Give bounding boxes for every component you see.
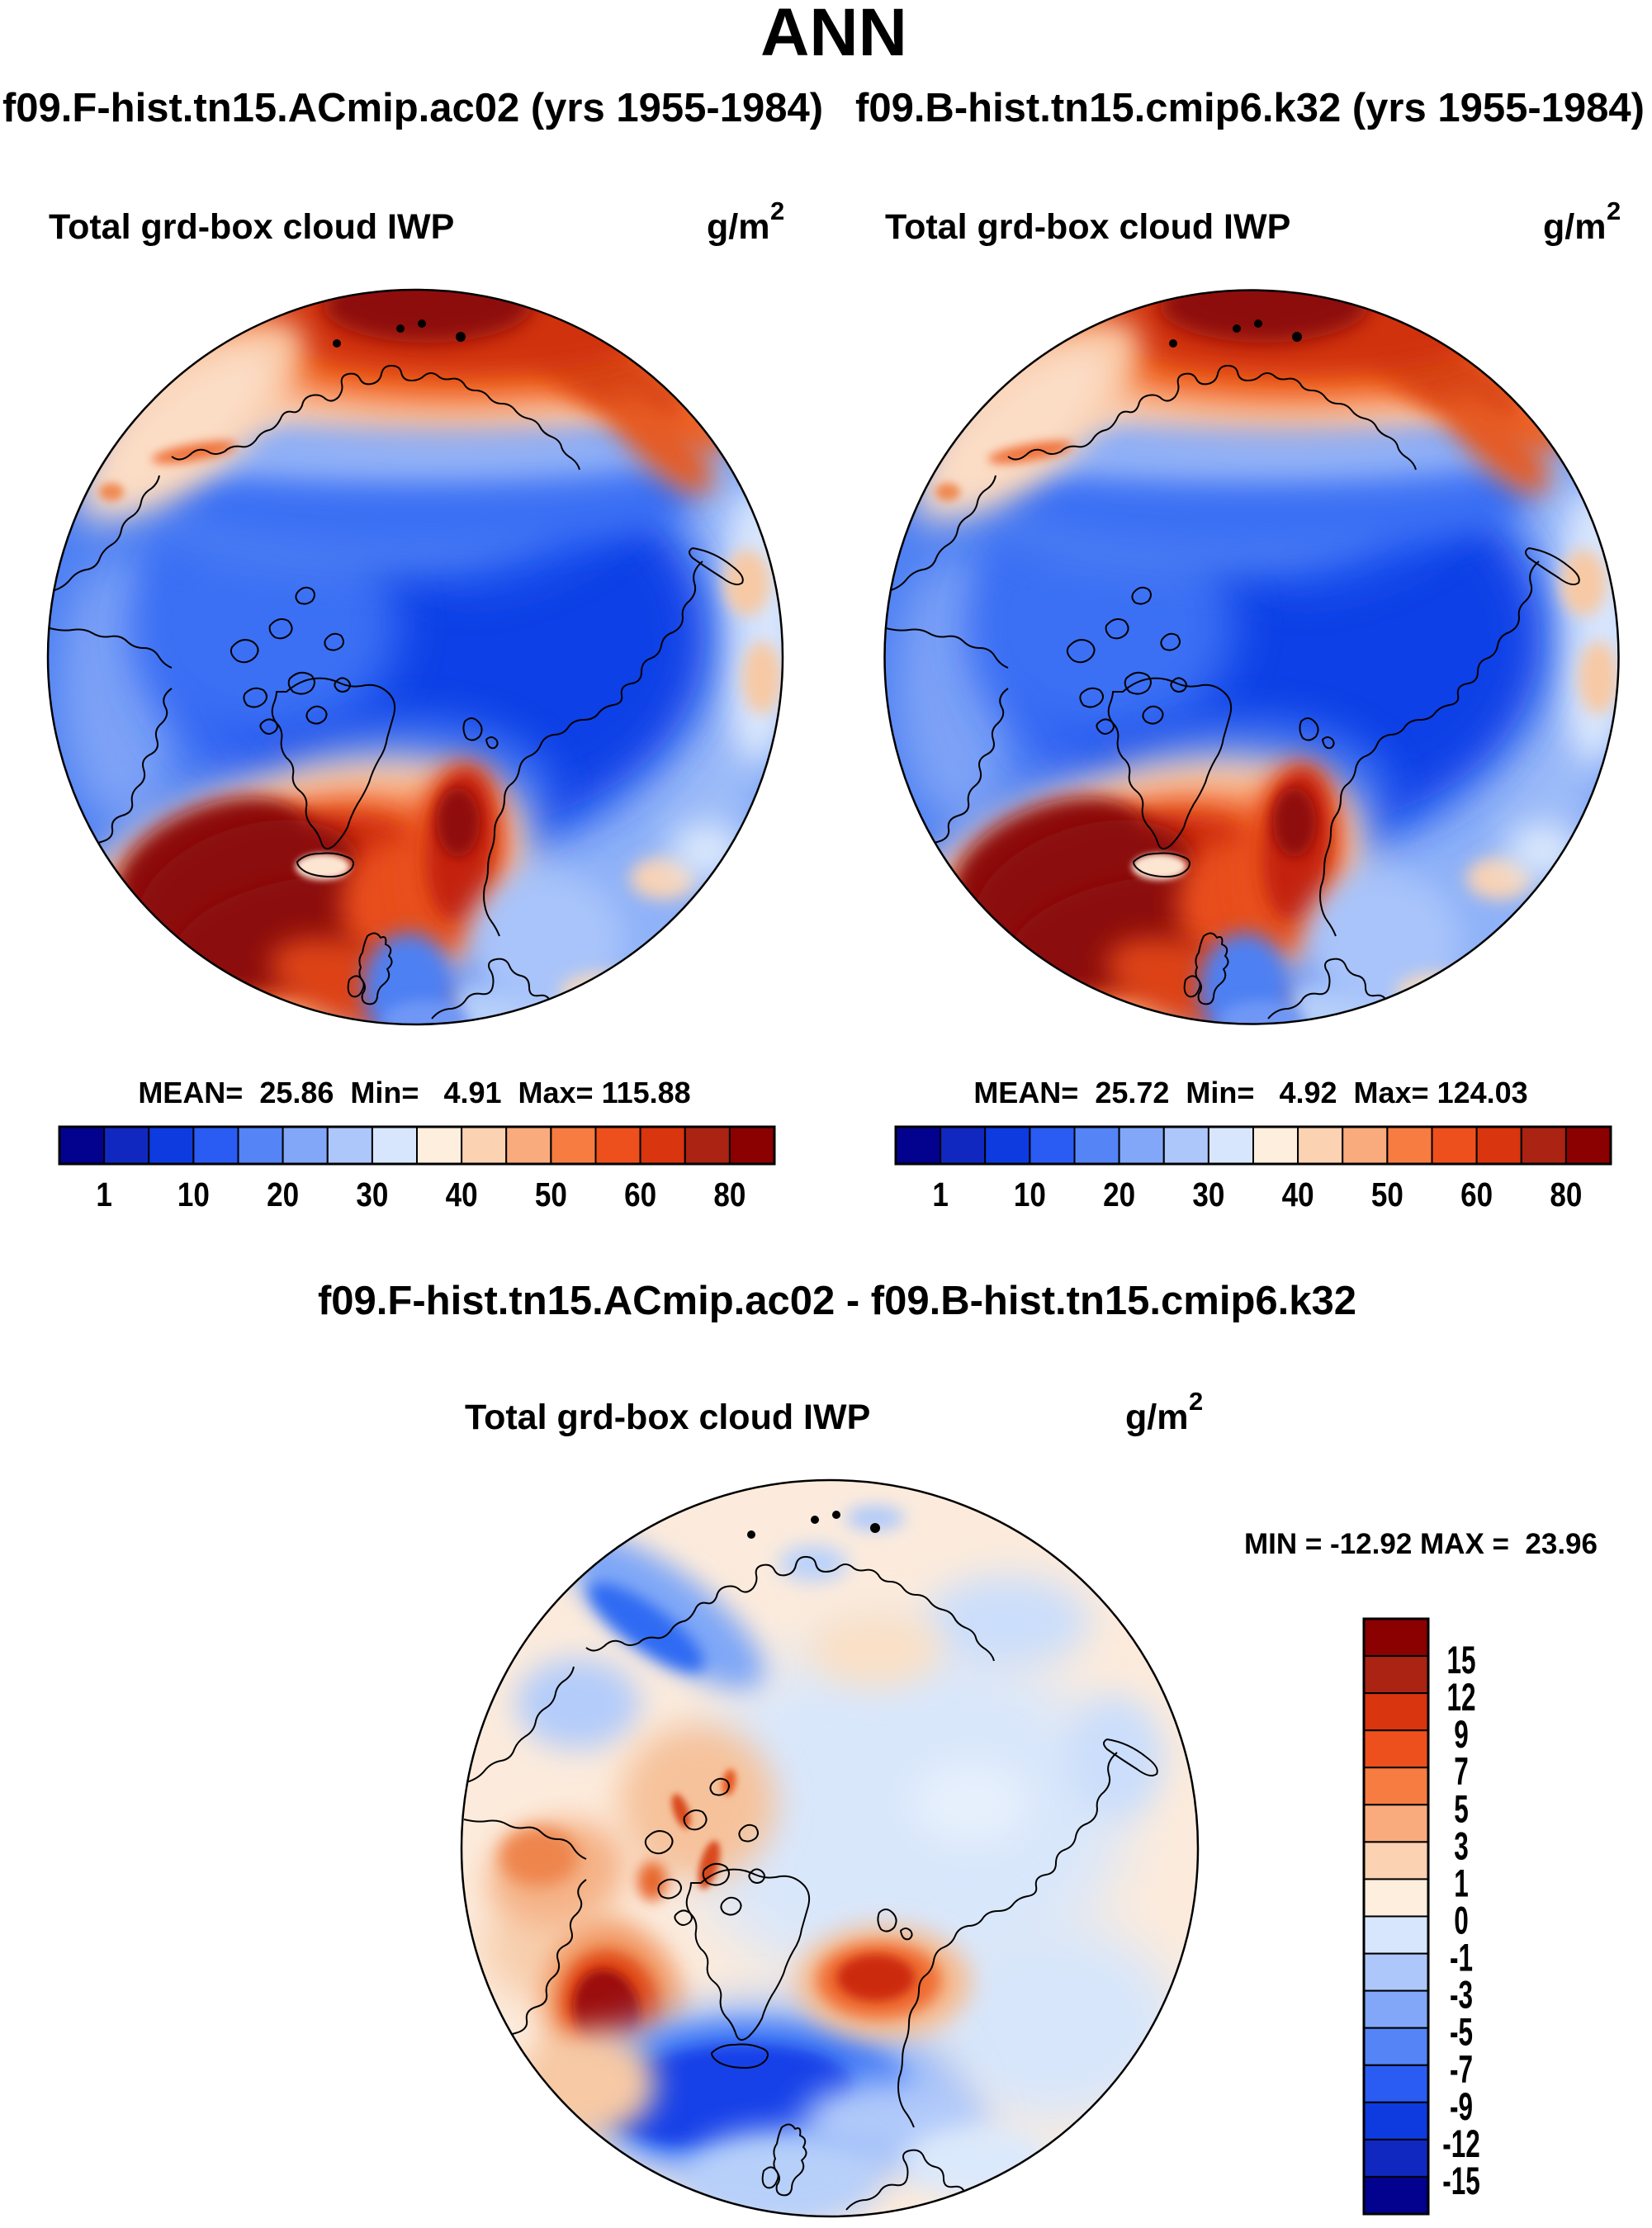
svg-text:-5: -5 (1450, 2012, 1473, 2055)
svg-text:60: 60 (624, 1175, 656, 1213)
svg-text:Total grd-box cloud IWP: Total grd-box cloud IWP (465, 1398, 870, 1437)
svg-text:5: 5 (1454, 1788, 1469, 1831)
svg-text:1: 1 (932, 1175, 949, 1213)
svg-text:30: 30 (356, 1175, 388, 1213)
svg-text:-3: -3 (1450, 1974, 1473, 2017)
svg-text:f09.F-hist.tn15.ACmip.ac02 (yr: f09.F-hist.tn15.ACmip.ac02 (yrs 1955-198… (2, 86, 823, 130)
svg-text:20: 20 (1103, 1175, 1135, 1213)
svg-text:80: 80 (713, 1175, 746, 1213)
svg-text:7: 7 (1454, 1751, 1469, 1794)
svg-text:2: 2 (770, 196, 784, 225)
svg-text:ANN: ANN (760, 0, 907, 70)
svg-text:9: 9 (1454, 1714, 1469, 1757)
svg-text:80: 80 (1550, 1175, 1582, 1213)
svg-text:Total grd-box cloud IWP: Total grd-box cloud IWP (885, 207, 1290, 247)
svg-text:10: 10 (1014, 1175, 1046, 1213)
svg-text:-7: -7 (1450, 2049, 1473, 2092)
svg-text:50: 50 (1371, 1175, 1403, 1213)
svg-text:12: 12 (1446, 1677, 1475, 1719)
svg-text:0: 0 (1454, 1899, 1469, 1942)
svg-text:40: 40 (446, 1175, 478, 1213)
svg-text:-12: -12 (1442, 2123, 1480, 2166)
svg-text:40: 40 (1282, 1175, 1314, 1213)
svg-text:-9: -9 (1450, 2086, 1473, 2129)
svg-text:10: 10 (178, 1175, 210, 1213)
svg-text:3: 3 (1454, 1825, 1469, 1868)
svg-text:30: 30 (1192, 1175, 1224, 1213)
svg-text:Total grd-box cloud IWP: Total grd-box cloud IWP (49, 207, 454, 247)
svg-text:2: 2 (1607, 196, 1621, 225)
svg-text:15: 15 (1446, 1639, 1475, 1682)
svg-text:20: 20 (267, 1175, 299, 1213)
svg-text:g/m: g/m (1125, 1398, 1188, 1437)
svg-text:1: 1 (1454, 1862, 1469, 1905)
svg-text:f09.F-hist.tn15.ACmip.ac02 - f: f09.F-hist.tn15.ACmip.ac02 - f09.B-hist.… (318, 1279, 1356, 1323)
svg-text:MEAN= 25.72 Min= 4.92 Max: MEAN= 25.72 Min= 4.92 Max= 124.03 (973, 1076, 1527, 1109)
svg-text:50: 50 (535, 1175, 567, 1213)
svg-text:2: 2 (1189, 1387, 1203, 1416)
svg-text:1: 1 (96, 1175, 112, 1213)
svg-text:f09.B-hist.tn15.cmip6.k32 (yrs: f09.B-hist.tn15.cmip6.k32 (yrs 1955-1984… (855, 86, 1645, 130)
svg-text:g/m: g/m (707, 207, 769, 247)
svg-text:-15: -15 (1442, 2160, 1480, 2203)
svg-text:MIN = -12.92 MAX = 23.96: MIN = -12.92 MAX = 23.96 (1244, 1528, 1598, 1560)
svg-text:-1: -1 (1450, 1937, 1473, 1980)
svg-text:g/m: g/m (1543, 207, 1606, 247)
svg-text:60: 60 (1460, 1175, 1493, 1213)
svg-text:MEAN= 25.86 Min= 4.91 Max: MEAN= 25.86 Min= 4.91 Max= 115.88 (138, 1076, 690, 1109)
